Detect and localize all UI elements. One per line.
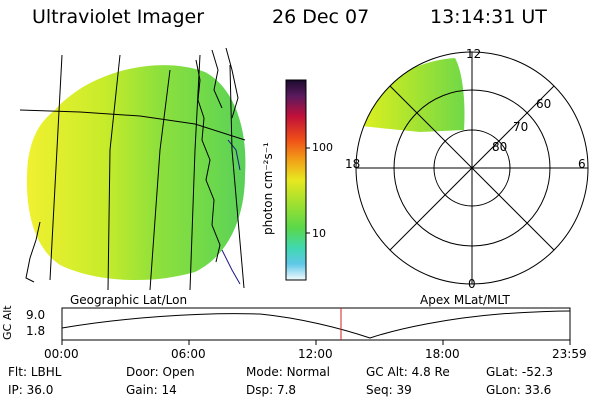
altitude-tick-high: 9.0	[26, 308, 46, 322]
mlt-label-18: 18	[345, 157, 361, 171]
time-tick: 06:00	[171, 347, 206, 361]
time-tick: 12:00	[298, 347, 333, 361]
colorbar-tick-100: 100	[312, 141, 333, 154]
status-mode: Mode: Normal	[246, 365, 330, 379]
status-filter: Flt: LBHL	[8, 365, 62, 379]
coastline	[211, 49, 223, 109]
colorbar-tick-10: 10	[312, 227, 326, 240]
status-glon: GLon: 33.6	[486, 383, 552, 397]
status-glat: GLat: -52.3	[486, 365, 553, 379]
image-date: 26 Dec 07	[272, 6, 370, 28]
coastline	[227, 139, 241, 171]
time-tick: 18:00	[425, 347, 460, 361]
mlat-label-70: 70	[513, 120, 529, 134]
mlt-label-6: 6	[578, 157, 586, 171]
status-dsp: Dsp: 7.8	[246, 383, 297, 397]
time-tick: 23:59	[552, 347, 587, 361]
altitude-tick-low: 1.8	[26, 324, 46, 338]
polar-grid	[355, 51, 589, 285]
altitude-axis-label: GC Alt	[1, 305, 14, 340]
status-ip: IP: 36.0	[8, 383, 54, 397]
status-gc-alt: GC Alt: 4.8 Re	[366, 365, 450, 379]
auroral-image-disc	[26, 65, 246, 281]
coastline	[221, 249, 241, 285]
meridian-grid	[19, 54, 246, 291]
status-door: Door: Open	[126, 365, 195, 379]
mlat-label-60: 60	[536, 97, 552, 111]
instrument-title: Ultraviolet Imager	[32, 6, 205, 28]
colorbar	[285, 79, 307, 281]
mlat-label-80: 80	[492, 140, 508, 154]
image-time: 13:14:31 UT	[430, 6, 547, 28]
polar-aurora-patch	[360, 58, 465, 132]
colorbar-unit-label: photon cm⁻²s⁻¹	[261, 142, 275, 235]
mlt-label-0: 0	[468, 277, 476, 291]
status-seq: Seq: 39	[366, 383, 412, 397]
apex-caption: Apex MLat/MLT	[420, 293, 510, 307]
coastline	[25, 221, 41, 283]
geographic-caption: Geographic Lat/Lon	[70, 293, 188, 307]
coastline	[225, 47, 239, 119]
altitude-plot-frame	[61, 307, 571, 341]
time-tick: 00:00	[44, 347, 79, 361]
coastline	[195, 59, 221, 263]
altitude-trace	[61, 310, 571, 339]
mlt-label-12: 12	[466, 47, 482, 61]
status-gain: Gain: 14	[126, 383, 177, 397]
